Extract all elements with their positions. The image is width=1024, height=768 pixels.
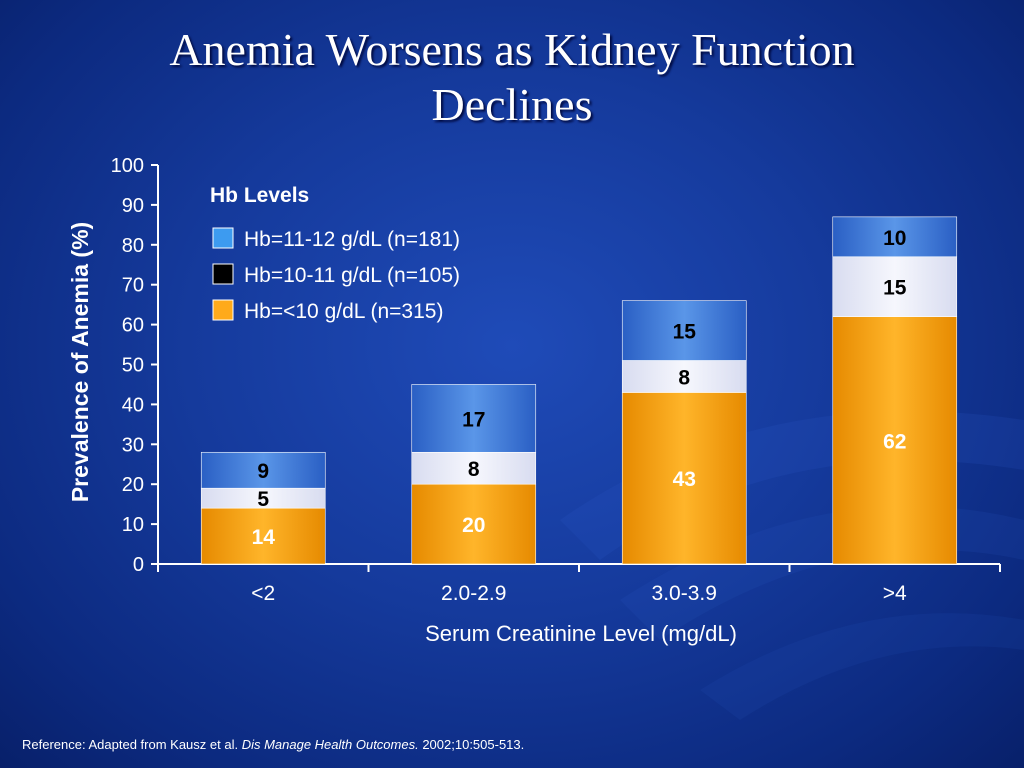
bar-segment [832,216,958,258]
legend-swatch [212,227,234,249]
y-tick-label: 40 [122,394,144,416]
bar-segment [621,300,747,361]
data-label: 62 [883,430,906,453]
y-tick-label: 80 [122,235,144,257]
reference-suffix: 2002;10:505-513. [418,737,525,752]
legend-swatch [212,263,234,285]
reference-note: Reference: Adapted from Kausz et al. Dis… [22,737,524,752]
data-label: 20 [462,514,485,537]
y-tick-label: 30 [122,434,144,456]
bar-segment [621,360,747,393]
data-label: 17 [462,408,485,431]
data-label: 15 [673,321,697,344]
y-tick-label: 60 [122,315,144,337]
bar-segment [411,483,537,565]
bar-segment [832,316,958,565]
data-label: 9 [257,460,269,483]
y-tick-label: 20 [122,474,144,496]
y-tick-label: 90 [122,195,144,217]
bar-segment [411,451,537,485]
data-label: 14 [252,526,276,549]
reference-journal: Dis Manage Health Outcomes. [241,737,419,752]
y-tick-label: 50 [122,355,144,377]
y-tick-label: 100 [111,155,144,177]
slide-title: Anemia Worsens as Kidney Function Declin… [0,22,1024,132]
y-tick-label: 10 [122,514,144,536]
legend-label: Hb=11-12 g/dL (n=181) [244,228,460,251]
legend-swatch [212,299,234,321]
legend-title: Hb Levels [210,184,309,207]
x-tick-label: 2.0-2.9 [441,582,506,605]
x-tick-label: >4 [883,582,907,605]
y-axis-title: Prevalence of Anemia (%) [67,222,93,502]
data-label: 43 [673,468,696,491]
bar-segment [621,392,747,565]
slide-title-line2: Declines [431,79,593,130]
data-label: 10 [883,227,906,250]
y-tick-label: 0 [133,554,144,576]
slide-title-line1: Anemia Worsens as Kidney Function [169,24,855,75]
data-label: 15 [883,277,907,300]
x-axis-title: Serum Creatinine Level (mg/dL) [425,621,737,646]
legend-label: Hb=10-11 g/dL (n=105) [244,264,460,287]
bar-segment [200,451,326,489]
bar-segment [832,256,958,317]
legend-label: Hb=<10 g/dL (n=315) [244,300,443,323]
bar-segment [200,507,326,565]
data-label: 8 [468,458,480,481]
bar-segment [411,384,537,453]
y-tick-label: 70 [122,275,144,297]
x-tick-label: <2 [251,582,275,605]
data-label: 8 [678,366,690,389]
reference-prefix: Reference: Adapted from Kausz et al. [22,737,242,752]
data-label: 5 [257,488,269,511]
x-tick-label: 3.0-3.9 [652,582,717,605]
